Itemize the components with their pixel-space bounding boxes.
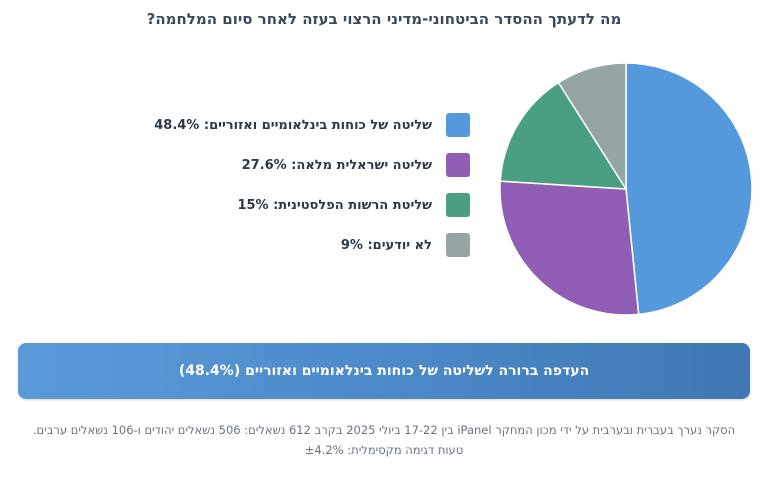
pie-slice-israeli [499, 180, 640, 316]
legend-item-pa: שליטת הרשות הפלסטינית: 15% [110, 192, 470, 218]
legend-item-israeli: שליטה ישראלית מלאה: 27.6% [110, 152, 470, 178]
legend-item-dontknow: לא יודעים: 9% [110, 232, 470, 258]
summary-banner: העדפה ברורה לשליטה של כוחות בינלאומיים ו… [18, 343, 750, 399]
pie-chart [499, 62, 753, 316]
survey-footnote: הסקר נערך בעברית ובערבית על ידי מכון המח… [32, 423, 736, 457]
legend-label-dontknow: לא יודעים: 9% [340, 237, 432, 253]
legend-swatch-dontknow [446, 233, 470, 257]
legend-label-international: שליטה של כוחות בינלאומיים ואזוריים: 48.4… [154, 117, 432, 133]
legend-item-international: שליטה של כוחות בינלאומיים ואזוריים: 48.4… [110, 112, 470, 138]
legend-label-pa: שליטת הרשות הפלסטינית: 15% [237, 197, 432, 213]
legend-label-israeli: שליטה ישראלית מלאה: 27.6% [241, 157, 432, 173]
summary-banner-text: העדפה ברורה לשליטה של כוחות בינלאומיים ו… [178, 363, 590, 379]
chart-title: מה לדעתך ההסדר הביטחוני-מדיני הרצוי בעזה… [146, 10, 622, 28]
legend-swatch-israeli [446, 153, 470, 177]
legend: שליטה של כוחות בינלאומיים ואזוריים: 48.4… [110, 112, 470, 272]
pie-slice-international [625, 62, 753, 316]
legend-swatch-international [446, 113, 470, 137]
pie-slice-dontknow [557, 62, 627, 192]
legend-swatch-pa [446, 193, 470, 217]
pie-slice-pa [499, 81, 628, 190]
